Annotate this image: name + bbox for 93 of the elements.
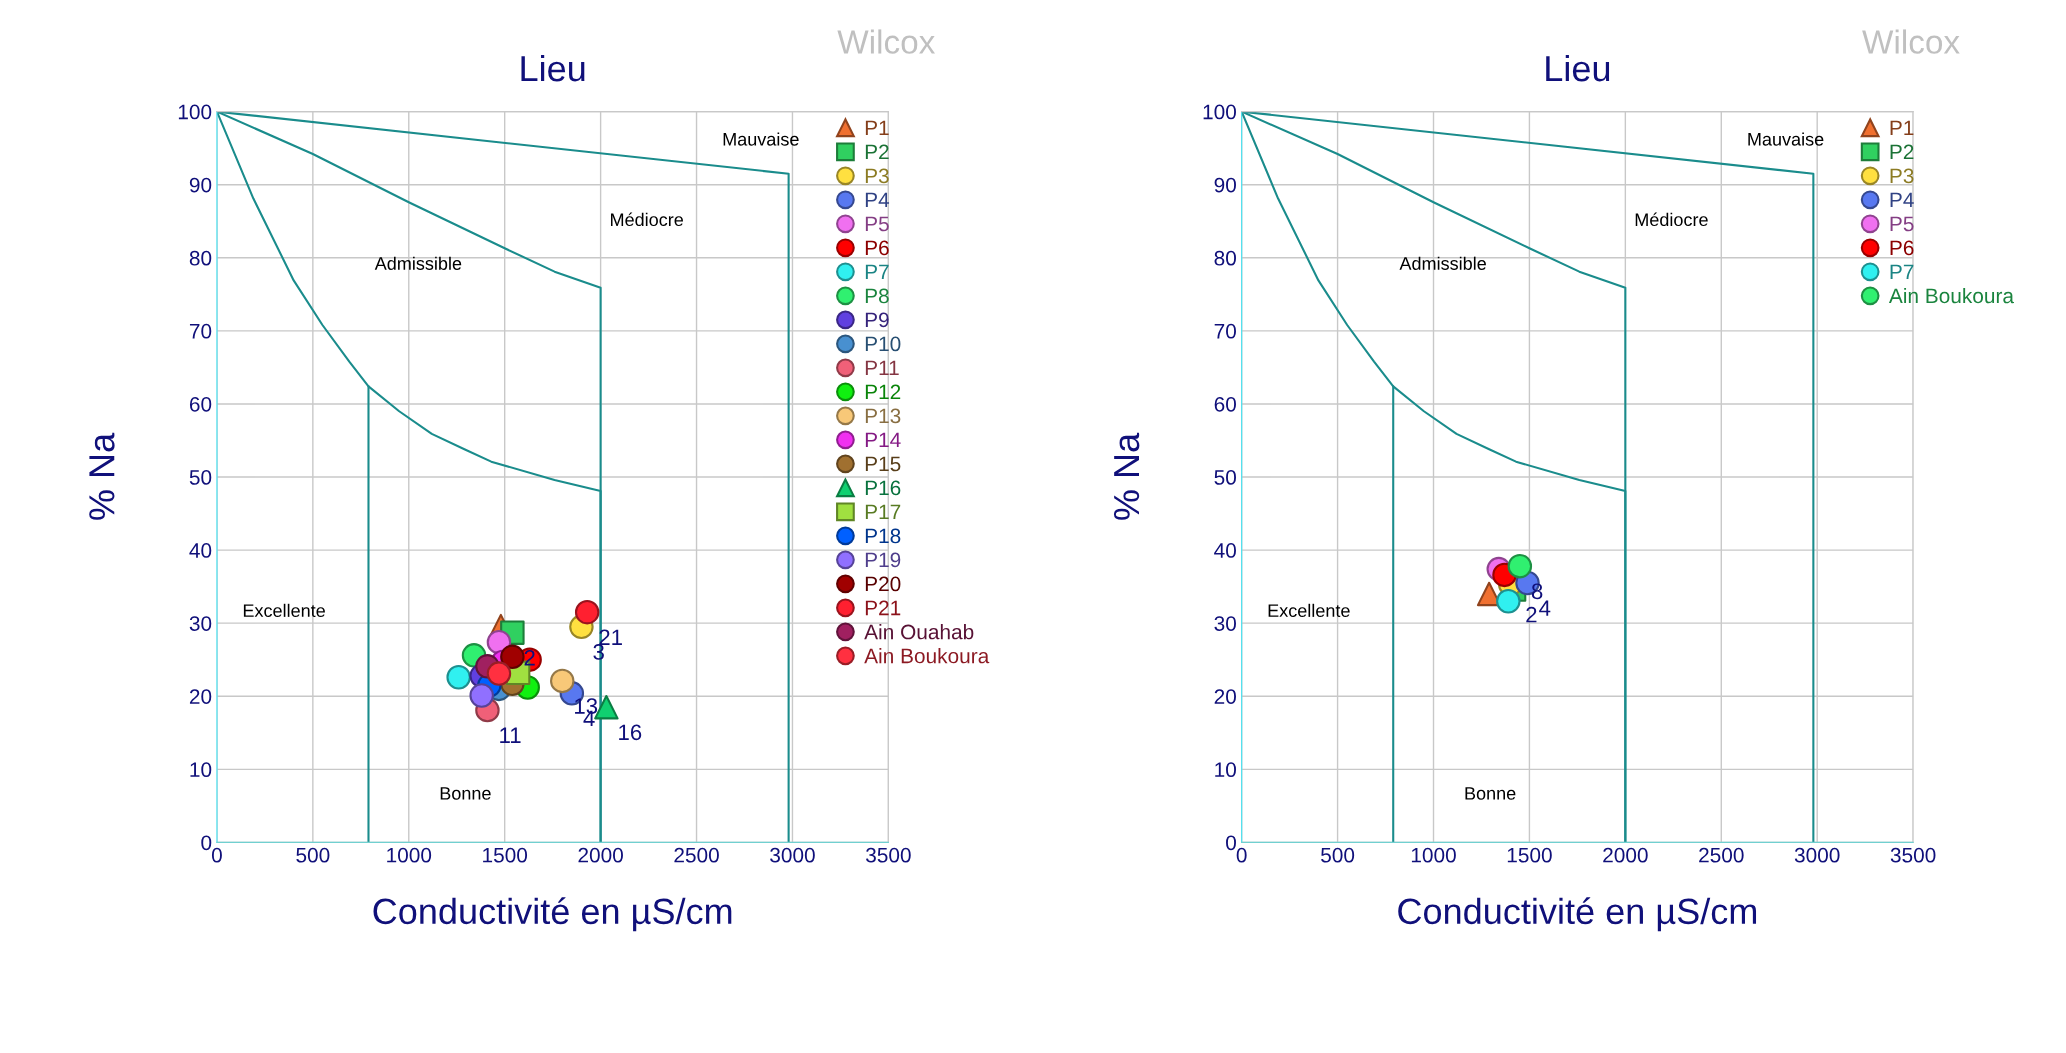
legend-label: P19 bbox=[865, 552, 901, 568]
x-tick-label: 1500 bbox=[483, 847, 528, 863]
x-tick-label: 500 bbox=[296, 847, 330, 863]
legend-label: P3 bbox=[865, 168, 889, 184]
x-tick-label: 2000 bbox=[1603, 847, 1648, 863]
legend-label: Ain Ouahab bbox=[864, 624, 974, 640]
x-tick-label: 0 bbox=[1236, 847, 1247, 863]
legend-label: P10 bbox=[865, 336, 901, 352]
legend-label: P4 bbox=[1890, 192, 1914, 208]
legend-label: P6 bbox=[865, 240, 889, 256]
legend-label: P13 bbox=[865, 408, 901, 424]
annotation: Admissible bbox=[374, 256, 462, 270]
y-tick-label: 70 bbox=[189, 323, 212, 339]
annotation: 2 bbox=[1526, 606, 1537, 623]
legend-label: P4 bbox=[865, 192, 890, 208]
legend-label: P8 bbox=[865, 288, 889, 304]
legend-label: P14 bbox=[865, 432, 901, 448]
y-tick-label: 80 bbox=[1214, 250, 1236, 266]
annotation: Médiocre bbox=[611, 212, 683, 227]
annotation: Mauvaise bbox=[723, 132, 799, 146]
x-tick-label: 1000 bbox=[1411, 847, 1456, 863]
y-tick-label: 60 bbox=[1214, 396, 1236, 412]
y-tick-label: 0 bbox=[201, 835, 212, 851]
annotation: Bonne bbox=[1465, 787, 1516, 800]
legend-label: P1 bbox=[1890, 120, 1914, 136]
y-tick-label: 0 bbox=[1226, 835, 1236, 851]
y-tick-label: 90 bbox=[1214, 177, 1236, 193]
x-tick-label: 1500 bbox=[1507, 847, 1552, 863]
y-tick-label: 90 bbox=[189, 177, 212, 193]
annotation: Admissible bbox=[1399, 256, 1486, 270]
legend-label: Ain Boukoura bbox=[864, 648, 990, 664]
annotation: 16 bbox=[619, 724, 642, 741]
legend-label: P6 bbox=[1890, 240, 1914, 256]
legend-label: Ain Boukoura bbox=[1888, 287, 2014, 304]
y-tick-label: 20 bbox=[189, 689, 212, 704]
annotation: Médiocre bbox=[1635, 212, 1708, 227]
y-tick-label: 20 bbox=[1214, 689, 1236, 704]
y-axis-title: % Na bbox=[1113, 432, 1140, 520]
y-tick-label: 30 bbox=[1214, 616, 1236, 631]
legend-label: P7 bbox=[1890, 264, 1914, 280]
legend-label: P1 bbox=[865, 120, 889, 136]
chart-title: Lieu bbox=[1546, 54, 1610, 82]
x-tick-label: 500 bbox=[1321, 847, 1355, 863]
y-tick-label: 40 bbox=[189, 543, 212, 558]
x-tick-label: 3000 bbox=[1794, 847, 1840, 863]
x-tick-label: 3500 bbox=[1890, 847, 1936, 863]
annotation: Mauvaise bbox=[1748, 132, 1824, 146]
legend-label: P9 bbox=[865, 312, 889, 328]
legend-label: P2 bbox=[1890, 144, 1914, 160]
y-tick-label: 50 bbox=[1214, 470, 1236, 485]
x-tick-label: 3500 bbox=[866, 847, 911, 863]
legend-label: P18 bbox=[865, 528, 901, 544]
annotation: 8 bbox=[1531, 583, 1543, 600]
legend-label: P21 bbox=[865, 600, 901, 616]
annotation: Bonne bbox=[440, 787, 491, 800]
legend-label: P16 bbox=[865, 480, 901, 496]
x-tick-label: 3000 bbox=[770, 847, 815, 863]
y-tick-label: 50 bbox=[189, 470, 212, 485]
legend-label: P5 bbox=[1890, 216, 1914, 232]
legend-label: P20 bbox=[865, 576, 901, 592]
legend-label: P17 bbox=[865, 504, 901, 520]
y-tick-label: 30 bbox=[189, 616, 212, 631]
x-axis-title: Conductivité en µS/cm bbox=[1398, 897, 1757, 932]
annotation: 11 bbox=[500, 727, 521, 743]
legend-label: P5 bbox=[865, 216, 889, 232]
y-tick-label: 40 bbox=[1214, 543, 1236, 558]
annotation: 4 bbox=[1539, 600, 1551, 616]
legend-label: P11 bbox=[865, 360, 899, 376]
x-axis-title: Conductivité en µS/cm bbox=[373, 897, 732, 932]
annotation: 2 bbox=[524, 649, 535, 666]
legend-label: P2 bbox=[865, 144, 889, 160]
y-tick-label: 10 bbox=[1215, 762, 1236, 778]
x-tick-label: 2500 bbox=[1699, 847, 1744, 863]
legend-label: P7 bbox=[865, 264, 889, 280]
x-tick-label: 2000 bbox=[578, 847, 623, 863]
x-tick-label: 1000 bbox=[387, 847, 432, 863]
y-tick-label: 100 bbox=[178, 104, 212, 120]
annotation: Excellente bbox=[243, 603, 325, 618]
y-axis-title: % Na bbox=[89, 432, 115, 520]
legend-label: P12 bbox=[865, 384, 901, 400]
y-tick-label: 100 bbox=[1203, 104, 1236, 120]
y-tick-label: 10 bbox=[190, 762, 212, 778]
annotation: Excellente bbox=[1268, 603, 1350, 618]
y-tick-label: 60 bbox=[189, 396, 212, 412]
text: Wilcox bbox=[837, 29, 936, 54]
chart-title: Lieu bbox=[521, 54, 585, 82]
x-tick-label: 2500 bbox=[674, 847, 719, 863]
legend-label: P3 bbox=[1890, 168, 1914, 184]
y-tick-label: 80 bbox=[189, 250, 212, 266]
legend-label: P15 bbox=[865, 456, 901, 472]
x-tick-label: 0 bbox=[211, 847, 222, 863]
text: Wilcox bbox=[1862, 29, 1960, 54]
y-tick-label: 70 bbox=[1214, 323, 1236, 339]
